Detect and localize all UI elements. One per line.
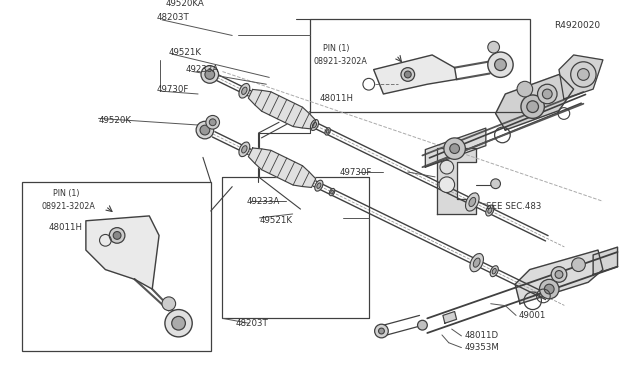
Text: 49233A: 49233A	[186, 65, 219, 74]
Circle shape	[491, 179, 500, 189]
Text: 48011D: 48011D	[465, 331, 499, 340]
Polygon shape	[426, 128, 486, 167]
Polygon shape	[437, 148, 476, 214]
Circle shape	[571, 62, 596, 87]
Circle shape	[404, 71, 412, 78]
Text: 49001: 49001	[519, 311, 547, 320]
Circle shape	[527, 101, 538, 112]
Text: 08921-3202A: 08921-3202A	[42, 202, 96, 211]
Ellipse shape	[331, 190, 333, 194]
Circle shape	[545, 284, 554, 294]
Circle shape	[165, 310, 192, 337]
Bar	[310, 19, 530, 112]
Polygon shape	[495, 74, 573, 130]
Text: 49521K: 49521K	[260, 216, 292, 225]
Polygon shape	[86, 216, 159, 289]
Text: R4920020: R4920020	[554, 21, 600, 30]
Text: 49520K: 49520K	[99, 116, 132, 125]
Ellipse shape	[242, 146, 247, 153]
Polygon shape	[248, 148, 316, 187]
Circle shape	[577, 68, 589, 80]
Circle shape	[205, 70, 214, 79]
Text: 48203T: 48203T	[156, 13, 189, 22]
Ellipse shape	[239, 142, 250, 157]
Circle shape	[401, 68, 415, 81]
Polygon shape	[559, 55, 603, 99]
Circle shape	[444, 138, 465, 159]
Text: 49520KA: 49520KA	[166, 0, 205, 8]
Circle shape	[495, 59, 506, 71]
Ellipse shape	[490, 266, 499, 277]
Circle shape	[551, 267, 567, 282]
Circle shape	[200, 125, 210, 135]
Text: SEE SEC.483: SEE SEC.483	[486, 202, 541, 211]
Text: 48011H: 48011H	[49, 223, 83, 232]
Circle shape	[521, 95, 545, 118]
Ellipse shape	[312, 122, 317, 128]
Circle shape	[417, 320, 428, 330]
Circle shape	[540, 279, 559, 299]
Circle shape	[538, 84, 557, 104]
Polygon shape	[248, 89, 316, 129]
Ellipse shape	[325, 128, 330, 135]
Circle shape	[488, 52, 513, 77]
Text: 48011H: 48011H	[320, 94, 354, 103]
Circle shape	[374, 324, 388, 338]
Ellipse shape	[326, 129, 329, 133]
Circle shape	[209, 119, 216, 126]
Circle shape	[206, 115, 220, 129]
Circle shape	[543, 89, 552, 99]
Circle shape	[440, 160, 454, 174]
Text: PIN (1): PIN (1)	[52, 189, 79, 198]
Ellipse shape	[474, 258, 480, 267]
Circle shape	[196, 121, 214, 139]
Ellipse shape	[317, 183, 321, 188]
Circle shape	[109, 228, 125, 243]
Ellipse shape	[315, 180, 323, 191]
Polygon shape	[374, 55, 456, 94]
Ellipse shape	[469, 198, 476, 206]
Ellipse shape	[465, 193, 479, 211]
Text: 08921-3202A: 08921-3202A	[313, 57, 367, 66]
Text: 49233A: 49233A	[247, 197, 280, 206]
Circle shape	[172, 317, 186, 330]
Circle shape	[572, 258, 586, 272]
Circle shape	[450, 144, 460, 154]
Polygon shape	[593, 247, 618, 275]
Polygon shape	[515, 250, 603, 304]
Text: 49730F: 49730F	[156, 84, 189, 94]
Circle shape	[488, 41, 499, 53]
Circle shape	[162, 297, 175, 311]
Ellipse shape	[330, 189, 335, 196]
Circle shape	[555, 270, 563, 278]
Bar	[223, 177, 369, 318]
Ellipse shape	[239, 83, 250, 98]
Text: 48203T: 48203T	[235, 319, 268, 328]
Circle shape	[517, 81, 532, 97]
Circle shape	[439, 177, 454, 193]
Ellipse shape	[488, 208, 492, 213]
Bar	[22, 182, 211, 350]
Text: 49730F: 49730F	[339, 167, 372, 177]
Text: 49353M: 49353M	[465, 343, 499, 352]
Text: PIN (1): PIN (1)	[323, 44, 349, 53]
Circle shape	[113, 231, 121, 239]
Ellipse shape	[242, 87, 247, 94]
Circle shape	[201, 66, 218, 83]
Ellipse shape	[492, 269, 496, 274]
Ellipse shape	[310, 119, 319, 131]
Circle shape	[378, 328, 385, 334]
Text: 49521K: 49521K	[169, 48, 202, 57]
Ellipse shape	[486, 205, 494, 216]
Polygon shape	[443, 311, 456, 323]
Ellipse shape	[470, 253, 483, 272]
